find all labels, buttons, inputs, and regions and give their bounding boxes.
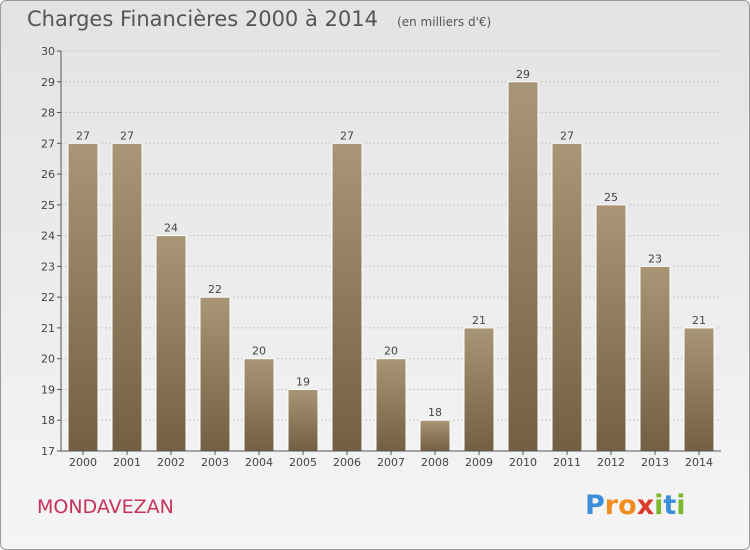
chart-title: Charges Financières 2000 à 2014 [27,7,378,31]
x-tick-label: 2005 [289,456,317,469]
bar [551,142,583,452]
logo-letter: i [676,490,686,521]
logo-letter: P [585,490,605,521]
data-label: 20 [384,345,398,358]
bar [419,419,451,452]
x-tick-label: 2001 [113,456,141,469]
data-label: 27 [340,129,354,142]
proxiti-logo: Proxiti [585,490,686,521]
data-label: 20 [252,345,266,358]
bar [111,142,143,452]
x-tick-label: 2004 [245,456,273,469]
logo-letter: r [604,490,619,521]
x-tick-label: 2010 [509,456,537,469]
x-tick-label: 2006 [333,456,361,469]
bar [287,388,319,452]
x-tick-label: 2003 [201,456,229,469]
data-label: 27 [76,129,90,142]
data-label: 18 [428,406,442,419]
data-label: 22 [208,283,222,296]
commune-name: MONDAVEZAN [37,496,174,518]
data-label: 21 [472,314,486,327]
logo-letter: o [618,490,637,521]
x-tick-label: 2002 [157,456,185,469]
bar [243,358,275,452]
x-tick-label: 2007 [377,456,405,469]
data-label: 25 [604,191,618,204]
x-tick-label: 2000 [69,456,97,469]
y-tick-label: 21 [41,322,55,335]
data-label: 29 [516,68,530,81]
y-tick-label: 24 [41,230,55,243]
y-tick-label: 26 [41,168,55,181]
y-tick-label: 17 [41,445,55,458]
bar [155,235,187,452]
y-tick-label: 25 [41,199,55,212]
data-label: 19 [296,375,310,388]
labels-layer: 17 18 19 20 21 22 23 24 25 26 27 28 29 30 27 2000 27 2001… [41,45,713,469]
x-tick-label: 2012 [597,456,625,469]
y-tick-label: 22 [41,291,55,304]
bar [683,327,715,452]
logo-letter: x [636,490,655,521]
bar [199,296,231,452]
y-tick-label: 18 [41,414,55,427]
bar [67,142,99,452]
y-tick-label: 19 [41,383,55,396]
axis-layer [57,50,721,455]
data-label: 21 [692,314,706,327]
x-tick-label: 2008 [421,456,449,469]
data-label: 27 [560,129,574,142]
bars-layer [67,81,715,452]
y-tick-label: 29 [41,76,55,89]
x-tick-label: 2011 [553,456,581,469]
x-tick-label: 2013 [641,456,669,469]
y-tick-label: 20 [41,353,55,366]
data-label: 23 [648,252,662,265]
x-tick-label: 2014 [685,456,713,469]
bar [507,81,539,452]
logo-letter: t [663,490,677,521]
x-tick-label: 2009 [465,456,493,469]
bar [331,142,363,452]
logo-letter: i [654,490,664,521]
y-tick-label: 23 [41,260,55,273]
bar [375,358,407,452]
y-tick-label: 28 [41,107,55,120]
data-label: 27 [120,129,134,142]
title-row: Charges Financières 2000 à 2014 (en mill… [27,7,491,31]
bar [463,327,495,452]
y-tick-label: 30 [41,45,55,58]
chart-subtitle: (en milliers d'€) [397,15,492,29]
bar [639,265,671,452]
data-label: 24 [164,222,178,235]
y-tick-label: 27 [41,137,55,150]
bar [595,204,627,452]
